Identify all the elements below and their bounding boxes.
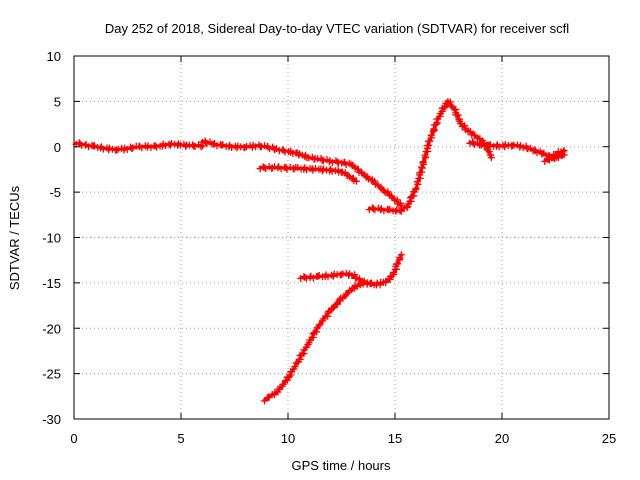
x-tick-label: 15 xyxy=(388,431,402,446)
data-point-markers xyxy=(486,141,503,151)
data-point-markers xyxy=(432,110,444,128)
data-point-markers xyxy=(296,341,312,363)
data-point-markers xyxy=(541,154,558,165)
data-layer xyxy=(72,98,568,405)
data-point-markers xyxy=(274,163,300,173)
y-tick-label: 5 xyxy=(54,94,61,109)
series-track-b xyxy=(198,137,405,210)
data-point-markers xyxy=(144,142,161,152)
data-point-markers xyxy=(305,322,323,347)
data-point-markers xyxy=(306,272,322,282)
series-track-d xyxy=(365,98,495,215)
series-track-e xyxy=(466,138,568,162)
series-track-a xyxy=(72,139,206,154)
x-tick-label: 5 xyxy=(177,431,184,446)
data-point-markers xyxy=(424,121,438,145)
data-point-markers xyxy=(404,186,419,211)
data-point-markers xyxy=(540,149,553,160)
data-point-markers xyxy=(294,164,323,174)
data-point-markers xyxy=(382,273,394,285)
ticks: 0 5 10 15 20 25 10 5 0 -5 -10 -15 -20 -25 -30 xyxy=(42,49,616,446)
y-tick-label: -20 xyxy=(42,321,61,336)
data-point-markers xyxy=(283,358,302,381)
data-point-markers xyxy=(156,140,173,150)
y-tick-label: 10 xyxy=(47,49,61,64)
data-point-markers xyxy=(316,307,333,328)
x-tick-label: 25 xyxy=(602,431,616,446)
data-point-markers xyxy=(371,177,386,193)
data-point-markers xyxy=(315,271,332,281)
y-tick-label: -5 xyxy=(49,185,61,200)
chart-title: Day 252 of 2018, Sidereal Day-to-day VTE… xyxy=(105,21,569,36)
x-tick-label: 10 xyxy=(281,431,295,446)
data-point-markers xyxy=(328,296,344,313)
data-point-markers xyxy=(412,163,426,192)
y-tick-label: -30 xyxy=(42,412,61,427)
data-point-markers xyxy=(256,163,279,173)
data-point-markers xyxy=(349,279,365,293)
x-axis-label: GPS time / hours xyxy=(292,458,391,473)
data-point-markers xyxy=(452,105,464,125)
data-point-markers xyxy=(438,99,451,115)
series-track-h xyxy=(261,278,375,405)
data-point-markers xyxy=(91,142,107,153)
data-point-markers xyxy=(370,279,381,289)
series-track-f xyxy=(541,151,568,165)
y-tick-label: -25 xyxy=(42,367,61,382)
data-point-markers xyxy=(317,165,343,176)
data-point xyxy=(560,151,568,159)
y-axis-label: SDTVAR / TECUs xyxy=(7,185,22,290)
series-track-g xyxy=(297,251,405,289)
data-point xyxy=(352,177,360,185)
series-track-c xyxy=(256,163,360,185)
data-point-markers xyxy=(386,205,401,215)
data-point-markers xyxy=(338,158,355,169)
y-tick-label: -15 xyxy=(42,276,61,291)
data-point-markers xyxy=(337,286,355,303)
data-point-markers xyxy=(359,278,374,288)
data-point-markers xyxy=(285,147,301,157)
data-point-markers xyxy=(392,253,404,268)
y-tick-label: 0 xyxy=(54,140,61,155)
data-point xyxy=(487,154,495,162)
data-point-markers xyxy=(189,141,205,151)
data-point xyxy=(397,251,405,259)
grid xyxy=(74,56,609,419)
data-point-markers xyxy=(554,148,567,158)
data-point xyxy=(367,279,375,287)
data-point-markers xyxy=(358,169,376,184)
y-tick-label: -10 xyxy=(42,231,61,246)
data-point-markers xyxy=(391,196,404,208)
x-tick-label: 20 xyxy=(495,431,509,446)
data-point-markers xyxy=(72,139,86,149)
data-point-markers xyxy=(419,141,433,168)
data-point-markers xyxy=(297,273,310,282)
x-tick-label: 0 xyxy=(70,431,77,446)
data-point-markers xyxy=(457,120,470,134)
data-point-markers xyxy=(261,389,279,405)
data-point-markers xyxy=(219,141,236,151)
